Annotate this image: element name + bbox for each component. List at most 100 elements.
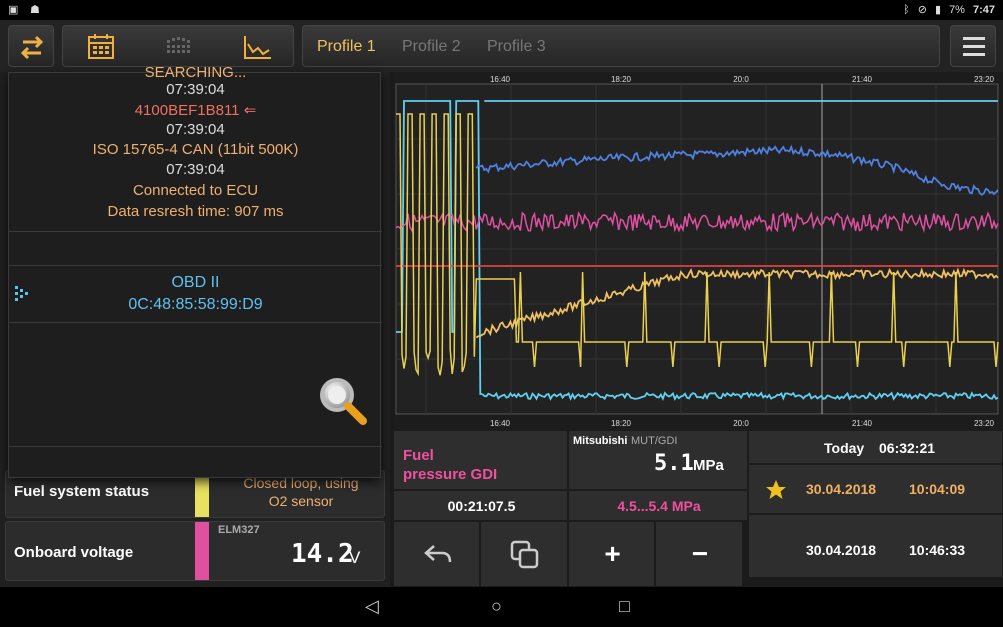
sensor-detail-panel: Fuel pressure GDI Mitsubishi MUT/GDI 5.1… <box>393 430 1003 587</box>
range-cell: 4.5...5.4 MPa <box>568 490 748 521</box>
hamburger-menu-icon <box>963 37 985 56</box>
back-icon[interactable]: ◁ <box>365 596 379 616</box>
bluetooth-device-icon <box>15 286 28 301</box>
x-tick-label-top: 23:20 <box>974 75 995 84</box>
x-tick-label-bottom: 18:20 <box>611 419 632 428</box>
x-tick-label-bottom: 21:40 <box>852 419 873 428</box>
battery-icon: ▮ <box>935 4 942 16</box>
toolbar: Profile 1 Profile 2 Profile 3 <box>0 20 1003 72</box>
view-switcher <box>62 25 294 67</box>
status-bar: ▣ ☗ ᛒ ⊘ ▮ 7% 7:47 <box>0 0 1003 20</box>
sensor-label: Fuel system status <box>14 483 150 500</box>
tab-profile-1[interactable]: Profile 1 <box>317 38 376 55</box>
mute-icon: ⊘ <box>917 4 927 16</box>
elapsed-cell: 00:21:07.5 <box>393 490 568 521</box>
log-line: Connected to ECU <box>132 182 259 199</box>
start-time: 10:04:09 <box>909 481 966 497</box>
search-device-button[interactable] <box>315 373 371 429</box>
copy-icon <box>510 540 539 569</box>
zoom-out-button[interactable]: − <box>655 521 743 587</box>
obd-device-item[interactable]: OBD II 0C:48:85:58:99:D9 <box>9 266 382 322</box>
calendar-icon[interactable] <box>85 32 117 62</box>
end-date: 30.04.2018 <box>806 542 877 558</box>
plus-icon: + <box>604 538 621 569</box>
undo-arrow-icon <box>424 545 452 563</box>
start-timestamp-cell[interactable]: 30.04.2018 10:04:09 <box>748 464 1003 514</box>
series-line-orange <box>475 267 999 339</box>
elapsed-time: 00:21:07.5 <box>447 498 516 514</box>
navigation-bar: ◁ ○ □ <box>0 587 1003 627</box>
magnifier-icon <box>320 378 367 425</box>
sensor-label: Onboard voltage <box>14 544 134 561</box>
copy-button[interactable] <box>480 521 568 587</box>
sensor-value-line2: O2 sensor <box>268 493 334 509</box>
x-tick-label-bottom: 20:0 <box>733 419 749 428</box>
connection-log-dialog: SEARCHING... 07:39:04 4100BEF1B811 ⇐ 07:… <box>8 64 382 478</box>
tab-profile-2[interactable]: Profile 2 <box>402 38 461 55</box>
sensor-source: ELM327 <box>218 524 260 536</box>
value-range: 4.5...5.4 MPa <box>617 498 701 514</box>
star-icon <box>766 480 786 499</box>
log-line: 07:39:04 <box>166 121 225 138</box>
log-line: 07:39:04 <box>166 161 225 178</box>
log-line: SEARCHING... <box>144 64 247 81</box>
end-time: 10:46:33 <box>909 542 966 558</box>
line-chart[interactable]: 16:40 16:40 18:20 18:20 20:0 20:0 21:40 21:40 23… <box>393 72 1003 430</box>
x-tick-label-top: 18:20 <box>611 75 632 84</box>
today-label: Today <box>824 440 865 456</box>
series-line-pink <box>395 210 999 234</box>
sensor-color-bar <box>195 471 209 517</box>
undo-button[interactable] <box>393 521 480 587</box>
x-tick-label-top: 16:40 <box>490 75 511 84</box>
x-tick-label-top: 21:40 <box>852 75 873 84</box>
x-tick-label-bottom: 16:40 <box>490 419 511 428</box>
image-notification-icon: ▣ <box>8 4 19 16</box>
connection-log: SEARCHING... 07:39:04 4100BEF1B811 ⇐ 07:… <box>9 64 382 231</box>
series-line-cyan-bottom <box>481 391 999 402</box>
log-line: 07:39:04 <box>166 81 225 98</box>
detail-source-brand: Mitsubishi <box>573 435 628 447</box>
clock: 7:47 <box>972 3 995 16</box>
chart-area[interactable]: 16:40 16:40 18:20 18:20 20:0 20:0 21:40 21:40 23… <box>393 72 1003 430</box>
x-tick-label-top: 20:0 <box>733 75 749 84</box>
bluetooth-icon: ᛒ <box>903 3 910 16</box>
today-time: 06:32:21 <box>879 440 936 456</box>
detail-title-line2: pressure GDI <box>403 466 498 483</box>
today-cell: Today 06:32:21 <box>748 430 1003 464</box>
log-line: Data resresh time: 907 ms <box>107 203 284 220</box>
recents-icon[interactable]: □ <box>619 596 630 616</box>
sensor-fuel-system-status[interactable]: Fuel system status Closed loop, using O2… <box>5 470 385 518</box>
detail-value-cell: Mitsubishi MUT/GDI 5.1 MPa <box>568 430 748 490</box>
sensor-value-line1: Closed loop, using <box>243 475 359 491</box>
home-icon[interactable]: ○ <box>491 596 502 616</box>
detail-title-cell: Fuel pressure GDI <box>393 430 568 490</box>
device-name: OBD II <box>171 274 220 291</box>
start-date: 30.04.2018 <box>806 481 877 497</box>
detail-value: 5.1 <box>654 451 694 476</box>
sensor-unit: V <box>349 548 361 567</box>
device-mac: 0C:48:85:58:99:D9 <box>128 296 263 313</box>
battery-level: 7% <box>949 3 965 16</box>
sensor-value: 14.2 <box>291 539 354 569</box>
swap-arrows-icon <box>20 35 44 60</box>
end-timestamp-cell[interactable]: 30.04.2018 10:46:33 <box>748 514 1003 578</box>
detail-unit: MPa <box>693 457 724 474</box>
dot-matrix-icon[interactable] <box>163 32 195 62</box>
sensor-onboard-voltage[interactable]: Onboard voltage ELM327 14.2 V <box>5 521 385 581</box>
log-line: ISO 15765-4 CAN (11bit 500K) <box>92 141 299 158</box>
menu-button[interactable] <box>950 25 996 67</box>
connection-toggle-button[interactable] <box>8 25 54 67</box>
chart-icon[interactable] <box>241 32 273 62</box>
detail-title-line1: Fuel <box>403 447 434 464</box>
app-notification-icon: ☗ <box>30 4 40 16</box>
series-line-yellow <box>396 113 999 377</box>
minus-icon: − <box>691 538 709 569</box>
tab-profile-3[interactable]: Profile 3 <box>487 38 546 55</box>
detail-source-proto: MUT/GDI <box>631 435 678 447</box>
sensor-color-bar <box>195 522 209 580</box>
series-line-cyan <box>396 100 483 395</box>
x-tick-label-bottom: 23:20 <box>974 419 995 428</box>
log-line: 4100BEF1B811 ⇐ <box>134 102 257 119</box>
zoom-in-button[interactable]: + <box>568 521 655 587</box>
series-line-blue <box>475 144 999 196</box>
